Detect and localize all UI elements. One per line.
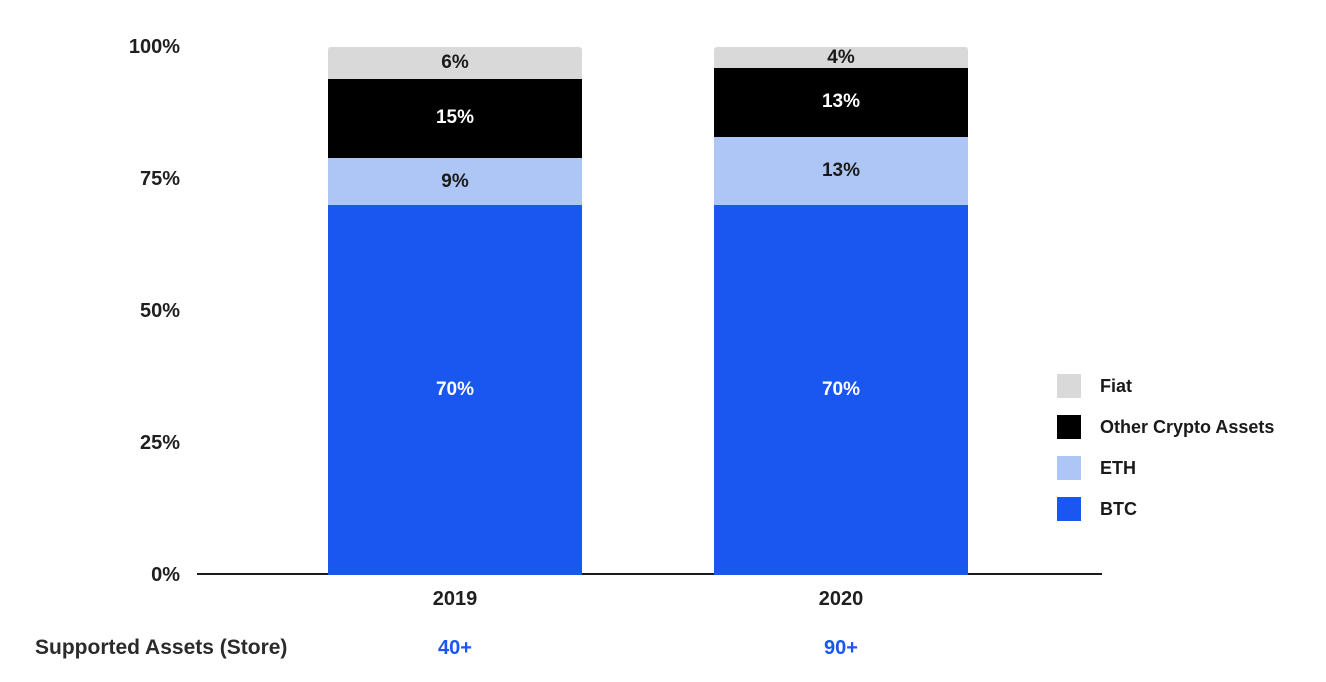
legend-item: BTC	[1057, 497, 1274, 521]
segment-other-crypto-assets: 13%	[714, 68, 968, 137]
segment-value-label: 13%	[821, 160, 861, 182]
segment-value-label: 9%	[441, 170, 469, 192]
y-tick-label: 50%	[139, 300, 180, 322]
segment-fiat: 4%	[714, 47, 968, 69]
segment-btc: 70%	[328, 205, 582, 575]
legend-swatch-icon	[1057, 497, 1081, 521]
legend-label: BTC	[1100, 499, 1137, 519]
legend-label: ETH	[1100, 458, 1136, 478]
legend-label: Other Crypto Assets	[1100, 417, 1275, 437]
legend-item: Other Crypto Assets	[1057, 415, 1274, 439]
segment-btc: 70%	[714, 205, 968, 575]
legend-swatch-icon	[1057, 374, 1081, 398]
legend-label: Fiat	[1100, 376, 1133, 396]
segment-fiat: 6%	[328, 47, 582, 79]
x-category-label: 2019	[432, 588, 478, 610]
y-tick-label: 25%	[139, 432, 180, 454]
legend-swatch-icon	[1057, 456, 1081, 480]
legend-swatch-icon	[1057, 415, 1081, 439]
chart-legend: Fiat Other Crypto Assets ETH BTC	[1057, 374, 1274, 538]
segment-other-crypto-assets: 15%	[328, 78, 582, 158]
supported-assets-value: 40+	[438, 637, 472, 659]
x-axis-line	[197, 573, 1102, 575]
segment-value-label: 70%	[435, 379, 475, 401]
legend-item: Fiat	[1057, 374, 1274, 398]
supported-assets-value: 90+	[824, 637, 858, 659]
segment-value-label: 15%	[435, 107, 475, 129]
x-category-label: 2020	[818, 588, 864, 610]
bar-2019: 6% 15% 9% 70%	[328, 47, 582, 575]
bar-2020: 4% 13% 13% 70%	[714, 47, 968, 575]
segment-eth: 9%	[328, 157, 582, 206]
segment-value-label: 4%	[827, 47, 855, 68]
y-tick-label: 75%	[139, 168, 180, 190]
y-tick-label: 0%	[151, 564, 180, 586]
legend-item: ETH	[1057, 456, 1274, 480]
segment-value-label: 70%	[821, 379, 861, 401]
segment-value-label: 6%	[441, 51, 469, 73]
segment-eth: 13%	[714, 136, 968, 206]
supported-assets-label: Supported Assets (Store)	[35, 636, 288, 659]
segment-value-label: 13%	[821, 91, 861, 113]
y-tick-label: 100%	[128, 36, 180, 58]
